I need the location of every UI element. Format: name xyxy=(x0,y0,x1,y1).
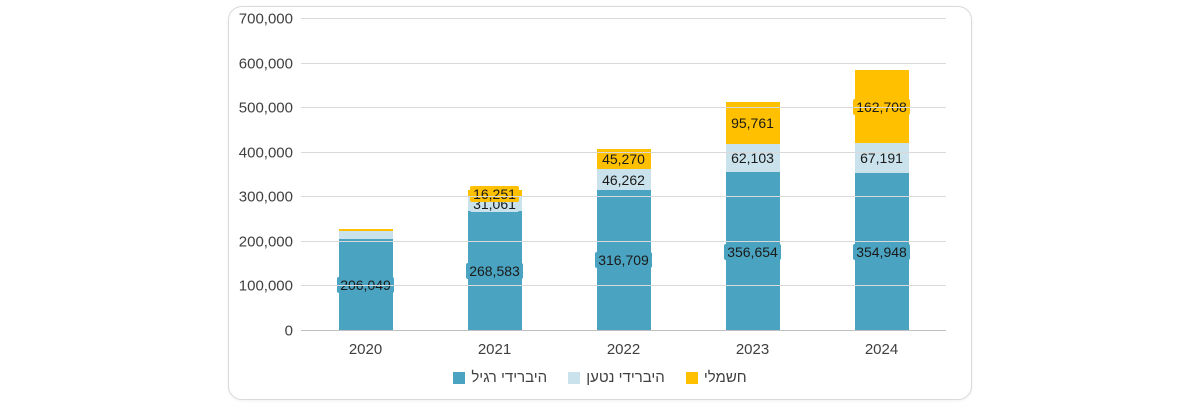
segment: 67,191 xyxy=(854,142,909,173)
bar-stack-2020: 206,049 xyxy=(337,228,394,331)
gridline xyxy=(301,285,946,287)
data-label: 62,103 xyxy=(728,150,777,167)
legend-swatch-electric xyxy=(685,371,698,384)
y-tick-label: 0 xyxy=(284,322,293,340)
y-tick-label: 600,000 xyxy=(238,55,293,73)
y-tick-label: 300,000 xyxy=(238,188,293,206)
segment: 316,709 xyxy=(595,189,652,331)
data-label: 16,251 xyxy=(470,185,519,202)
segment: 46,262 xyxy=(596,169,651,190)
y-axis: 0 100,000 200,000 300,000 400,000 500,000 600,… xyxy=(229,11,295,340)
data-label: 316,709 xyxy=(595,252,652,269)
data-label: 356,654 xyxy=(724,243,781,260)
segment: 206,049 xyxy=(337,239,394,331)
x-tick-label: 2021 xyxy=(477,341,512,358)
bar-stack-2022: 316,709 46,262 45,270 xyxy=(595,149,652,331)
x-axis: 2020 2021 2022 2023 2024 xyxy=(301,341,946,358)
gridline xyxy=(301,62,946,64)
legend-item-hybrid-plugin: היברידי נטען xyxy=(568,369,665,386)
data-label: 354,948 xyxy=(853,243,910,260)
x-tick-label: 2022 xyxy=(606,341,641,358)
y-tick-label: 200,000 xyxy=(238,233,293,251)
data-label: 162,708 xyxy=(853,98,910,115)
bar-2022: 316,709 46,262 45,270 xyxy=(559,19,688,331)
y-tick-label: 700,000 xyxy=(238,10,293,28)
segment: 95,761 xyxy=(725,101,780,145)
y-tick-label: 400,000 xyxy=(238,144,293,162)
bar-stack-2024: 354,948 67,191 162,708 xyxy=(853,70,910,331)
bars-row: 206,049 268,583 31,061 16,251 316,709 46,262 4… xyxy=(301,19,946,331)
segment: 45,270 xyxy=(596,149,651,170)
gridline xyxy=(301,196,946,198)
segment: 162,708 xyxy=(853,70,910,143)
bar-2020: 206,049 xyxy=(301,19,430,331)
gridline xyxy=(301,18,946,19)
legend-item-hybrid-regular: היברידי רגיל xyxy=(453,369,547,386)
chart-panel: 0 100,000 200,000 300,000 400,000 500,000 600,… xyxy=(228,6,972,400)
y-tick-label: 500,000 xyxy=(238,99,293,117)
bar-2021: 268,583 31,061 16,251 xyxy=(430,19,559,331)
legend-swatch-hybrid-regular xyxy=(453,371,466,384)
segment: 62,103 xyxy=(725,144,780,173)
segment: 354,948 xyxy=(853,172,910,331)
legend: היברידי רגיל היברידי נטען חשמלי xyxy=(229,369,971,386)
bar-stack-2023: 356,654 62,103 95,761 xyxy=(724,101,781,331)
segment: 268,583 xyxy=(466,211,523,331)
legend-label-hybrid-regular: היברידי רגיל xyxy=(471,369,548,386)
x-tick-label: 2020 xyxy=(348,341,383,358)
x-tick-label: 2023 xyxy=(735,341,770,358)
gridline xyxy=(301,151,946,153)
segment xyxy=(338,228,393,231)
gridline xyxy=(301,240,946,242)
segment: 16,251 xyxy=(467,185,522,202)
segment: 356,654 xyxy=(724,172,781,331)
bar-stack-2021: 268,583 31,061 16,251 xyxy=(466,185,523,331)
legend-label-electric: חשמלי xyxy=(703,369,747,386)
segment xyxy=(338,230,393,240)
legend-swatch-hybrid-plugin xyxy=(568,371,581,384)
legend-label-hybrid-plugin: היברידי נטען xyxy=(586,369,665,386)
bar-2024: 354,948 67,191 162,708 xyxy=(817,19,946,331)
data-label: 95,761 xyxy=(728,115,777,132)
plot-area: 206,049 268,583 31,061 16,251 316,709 46,262 4… xyxy=(301,18,946,331)
bar-2023: 356,654 62,103 95,761 xyxy=(688,19,817,331)
data-label: 45,270 xyxy=(599,151,648,168)
gridline xyxy=(301,330,946,331)
x-tick-label: 2024 xyxy=(864,341,899,358)
y-tick-label: 100,000 xyxy=(238,277,293,295)
gridline xyxy=(301,107,946,109)
data-label: 46,262 xyxy=(599,171,648,188)
data-label: 206,049 xyxy=(337,277,394,294)
legend-item-electric: חשמלי xyxy=(685,369,747,386)
data-label: 268,583 xyxy=(466,263,523,280)
data-label: 67,191 xyxy=(857,149,906,166)
